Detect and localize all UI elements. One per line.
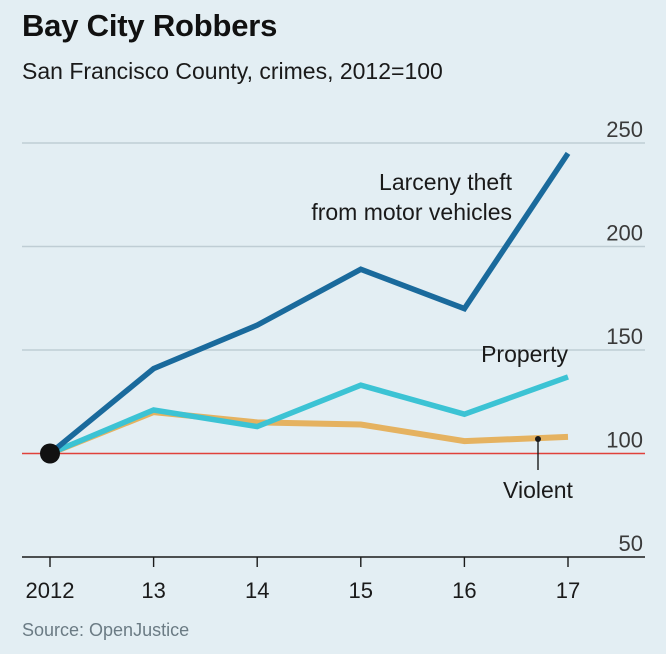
y-tick-label-100: 100 [606,428,643,453]
line-chart: 2012 13 14 15 16 17 50 100 150 200 250 Larceny the… [22,117,645,603]
chart-subtitle: San Francisco County, crimes, 2012=100 [22,58,443,84]
x-tick-label-2014: 14 [245,578,269,603]
y-tick-label-200: 200 [606,221,643,246]
y-tick-label-50: 50 [619,531,643,556]
x-tick-label-2017: 17 [556,578,580,603]
series-label-larceny-line-2: from motor vehicles [311,199,512,225]
series-lines [48,151,571,457]
series-line-property [48,374,569,457]
series-label-violent: Violent [503,477,574,503]
series-label-larceny-line-1: Larceny theft [379,169,513,195]
series-label-property: Property [481,341,568,367]
y-tick-label-150: 150 [606,324,643,349]
x-axis: 2012 13 14 15 16 17 [22,556,645,603]
x-tick-label-2016: 16 [452,578,476,603]
x-tick-label-2015: 15 [349,578,373,603]
labels: 50 100 150 200 250 Larceny theft from motor ve… [311,117,643,556]
series-line-larceny-theft-from-motor-vehicles [48,151,571,456]
x-tick-label-2012: 2012 [26,578,75,603]
markers [40,443,60,464]
gridlines [22,142,645,351]
chart-title: Bay City Robbers [22,8,278,43]
x-tick-label-2013: 13 [141,578,165,603]
y-tick-label-250: 250 [606,117,643,142]
start-marker-2012 [40,443,60,464]
source-note: Source: OpenJustice [22,620,190,640]
